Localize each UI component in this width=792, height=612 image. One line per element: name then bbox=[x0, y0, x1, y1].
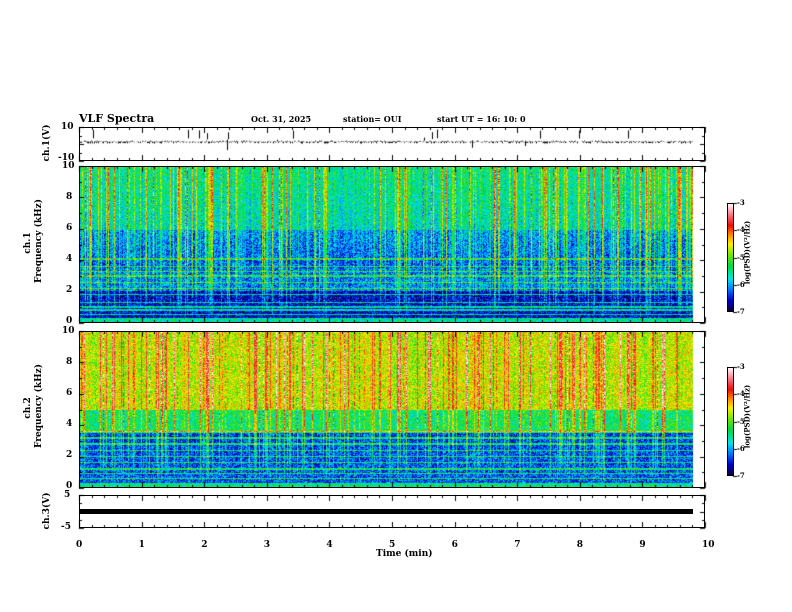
ch1-colorbar bbox=[727, 203, 734, 312]
ch3-ylabel: ch.3(V) bbox=[42, 492, 52, 530]
ch1-waveform-trace bbox=[79, 127, 705, 161]
ch2-spectrogram-panel bbox=[79, 331, 705, 488]
y-tick-label: 0 bbox=[66, 316, 73, 326]
frequency-label: Frequency (kHz) bbox=[34, 198, 44, 283]
y-tick-label: 4 bbox=[66, 254, 73, 264]
x-tick-label: 7 bbox=[514, 540, 521, 550]
y-tick-label: 8 bbox=[66, 192, 73, 202]
x-tick-label: 8 bbox=[576, 540, 584, 550]
y-tick-label: 4 bbox=[66, 419, 73, 429]
ch1-colorbar-label: log(PSD)(V²/Hz) bbox=[742, 220, 752, 285]
x-axis-label: Time (min) bbox=[376, 549, 433, 559]
y-tick-label: 10 bbox=[62, 161, 75, 171]
colorbar-tick-label: -3 bbox=[737, 198, 745, 207]
ch2-label: ch.2 bbox=[23, 397, 33, 419]
colorbar-tick-label: -7 bbox=[737, 471, 745, 480]
x-tick-label: 0 bbox=[76, 540, 83, 550]
start-time-label: start UT = 16: 10: 0 bbox=[437, 114, 526, 124]
station-label: station= OUI bbox=[343, 114, 402, 124]
ch3-ytick-bottom: -5 bbox=[61, 522, 71, 532]
x-tick-label: 6 bbox=[451, 540, 458, 550]
ch1-label: ch.1 bbox=[23, 232, 33, 254]
x-tick-label: 2 bbox=[201, 540, 208, 550]
ch2-colorbar-label: log(PSD)(V²/Hz) bbox=[742, 384, 752, 449]
ch1-spectrogram-ylabel: ch.1 Frequency (kHz) bbox=[23, 199, 45, 283]
y-tick-label: 6 bbox=[66, 388, 73, 398]
x-tick-label: 1 bbox=[138, 540, 145, 550]
y-tick-label: 2 bbox=[66, 450, 73, 460]
x-tick-label: 3 bbox=[263, 540, 271, 550]
ch2-spectrogram-ylabel: ch.2 Frequency (kHz) bbox=[23, 364, 45, 448]
ch1-spectrogram-panel bbox=[79, 166, 705, 323]
figure-title: VLF Spectra bbox=[79, 112, 155, 125]
y-tick-label: 2 bbox=[66, 285, 73, 295]
ch1-ytick-top: 10 bbox=[61, 122, 74, 132]
ch3-ytick-top: 5 bbox=[64, 490, 71, 500]
ch2-colorbar bbox=[727, 367, 734, 476]
x-tick-label: 9 bbox=[639, 540, 646, 550]
ch1-ylabel: ch.1(V) bbox=[42, 124, 52, 162]
y-tick-label: 8 bbox=[66, 357, 73, 367]
date-label: Oct. 31, 2025 bbox=[251, 114, 312, 124]
y-tick-label: 10 bbox=[62, 326, 75, 336]
colorbar-tick-label: -7 bbox=[737, 307, 745, 316]
x-tick-label: 10 bbox=[702, 540, 715, 550]
x-tick-label: 4 bbox=[326, 540, 333, 550]
colorbar-tick-label: -3 bbox=[737, 362, 745, 371]
y-tick-label: 6 bbox=[66, 223, 73, 233]
frequency-label: Frequency (kHz) bbox=[34, 363, 44, 448]
ch3-waveform-trace bbox=[79, 509, 693, 514]
